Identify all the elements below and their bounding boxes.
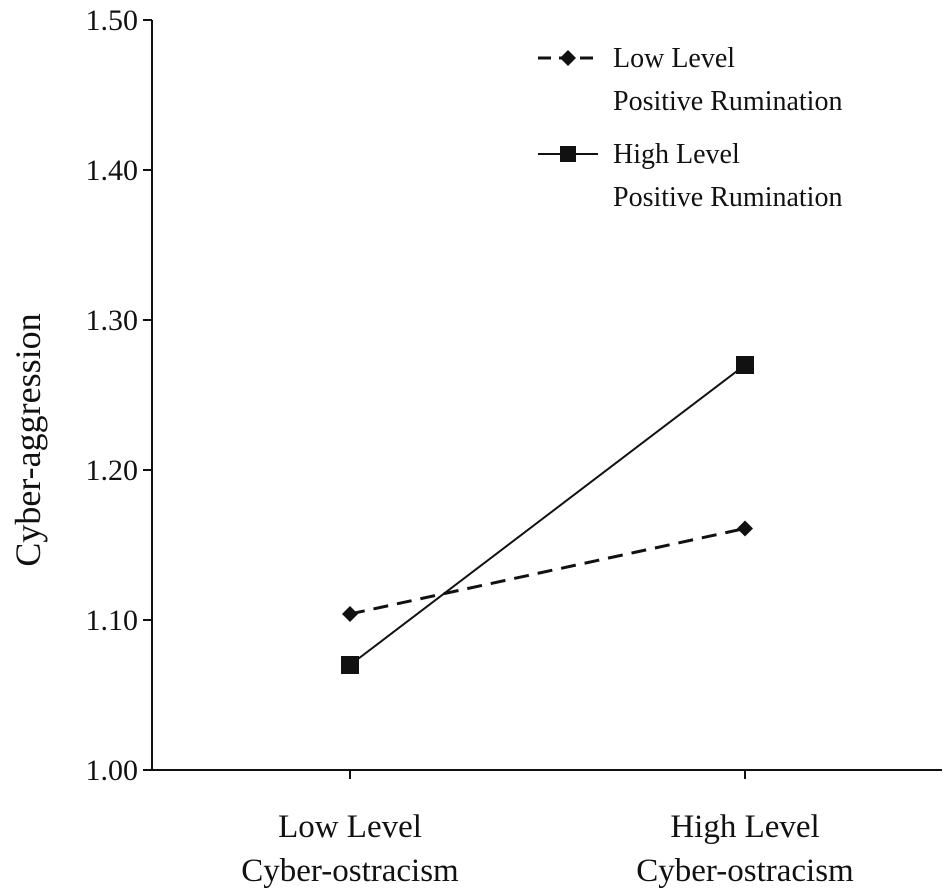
y-tick-label: 1.20 <box>86 454 139 487</box>
x-ticks <box>349 770 746 779</box>
legend: Low Level Positive Rumination High Level… <box>538 43 842 213</box>
data-point-diamond <box>737 520 753 537</box>
legend-label-high-line2: Positive Rumination <box>613 182 842 213</box>
y-tick-label: 1.50 <box>86 4 139 37</box>
legend-label-low-line1: Low Level <box>613 43 735 74</box>
series-layer <box>341 356 754 674</box>
series-line-high-rumination <box>349 364 746 666</box>
y-tick-label: 1.40 <box>86 154 139 187</box>
y-tick-label: 1.00 <box>86 754 139 787</box>
legend-marker-diamond <box>560 50 576 66</box>
series-line-low-rumination <box>349 527 746 616</box>
data-point-square <box>341 656 359 674</box>
y-tick-label: 1.10 <box>86 604 139 637</box>
y-tick-label: 1.30 <box>86 304 139 337</box>
y-ticks: 1.00 1.10 1.20 1.30 1.40 1.50 <box>86 4 152 787</box>
category-label-low-line2: Cyber-ostracism <box>241 853 459 889</box>
legend-marker-square <box>560 146 576 162</box>
category-label-low-line1: Low Level <box>278 809 422 845</box>
data-point-square <box>736 356 754 374</box>
y-axis-label: Cyber-aggression <box>8 313 48 566</box>
legend-label-high-line1: High Level <box>613 139 740 170</box>
category-label-high-line1: High Level <box>670 809 819 845</box>
legend-label-low-line2: Positive Rumination <box>613 86 842 117</box>
data-point-diamond <box>342 606 358 622</box>
category-label-high-line2: Cyber-ostracism <box>636 853 854 889</box>
